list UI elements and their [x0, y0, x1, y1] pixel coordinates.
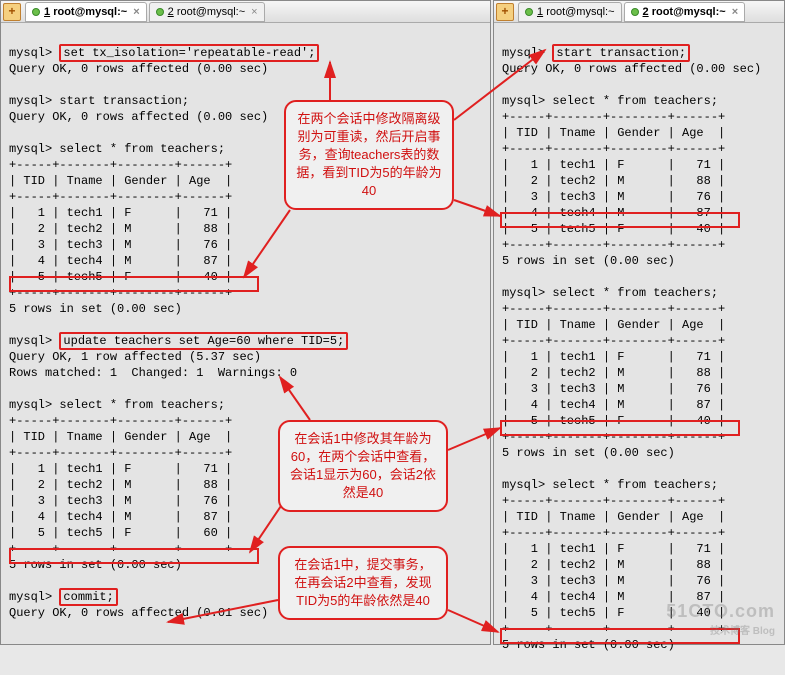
close-icon[interactable]: ×	[732, 6, 738, 18]
table-row: | 1 | tech1 | F | 71 |	[502, 158, 725, 172]
annotation-callout-1: 在两个会话中修改隔离级别为可重读，然后开启事务，查询teachers表的数据，看…	[284, 100, 454, 210]
output-line: mysql> select * from teachers;	[502, 478, 718, 492]
table-row: | 1 | tech1 | F | 71 |	[502, 542, 725, 556]
prompt: mysql>	[9, 334, 59, 348]
tab-bar-right: + 1 root@mysql:~ 2 root@mysql:~ ×	[494, 1, 784, 23]
table-border: +-----+-------+--------+------+	[502, 302, 725, 316]
tab-index: 1	[44, 6, 50, 18]
output-line: mysql> select * from teachers;	[502, 286, 718, 300]
row-highlight	[500, 420, 740, 436]
watermark: 51CTO.com技术博客 Blog	[666, 601, 775, 637]
highlighted-command: commit;	[59, 588, 117, 606]
highlighted-command: start transaction;	[552, 44, 690, 62]
tab-1-right[interactable]: 1 root@mysql:~	[518, 2, 622, 22]
table-row: | 2 | tech2 | M | 88 |	[502, 558, 725, 572]
table-row: | 3 | tech3 | M | 76 |	[502, 190, 725, 204]
table-header: | TID | Tname | Gender | Age |	[9, 430, 232, 444]
annotation-callout-3: 在会话1中，提交事务，在再会话2中查看，发现TID为5的年龄依然是40	[278, 546, 448, 620]
table-border: +-----+-------+--------+------+	[502, 110, 725, 124]
row-highlight	[500, 212, 740, 228]
table-border: +-----+-------+--------+------+	[9, 190, 232, 204]
table-row: | 3 | tech3 | M | 76 |	[9, 494, 232, 508]
status-dot-icon	[32, 8, 40, 16]
table-row: | 2 | tech2 | M | 88 |	[502, 174, 725, 188]
new-tab-button[interactable]: +	[3, 3, 21, 21]
table-border: +-----+-------+--------+------+	[502, 494, 725, 508]
terminal-output-right: mysql> start transaction; Query OK, 0 ro…	[494, 23, 784, 675]
status-dot-icon	[525, 8, 533, 16]
table-header: | TID | Tname | Gender | Age |	[502, 126, 725, 140]
output-line: mysql> select * from teachers;	[9, 142, 225, 156]
row-highlight	[9, 276, 259, 292]
tab-label: root@mysql:~	[177, 6, 245, 18]
table-row: | 2 | tech2 | M | 88 |	[9, 478, 232, 492]
table-border: +-----+-------+--------+------+	[9, 414, 232, 428]
table-header: | TID | Tname | Gender | Age |	[502, 318, 725, 332]
tab-label: root@mysql:~	[546, 6, 614, 18]
tab-index: 2	[643, 6, 649, 18]
output-line: Query OK, 0 rows affected (0.00 sec)	[9, 110, 268, 124]
prompt: mysql>	[9, 46, 59, 60]
status-dot-icon	[631, 8, 639, 16]
output-line: Query OK, 0 rows affected (0.01 sec)	[9, 606, 268, 620]
output-line: mysql> select * from teachers;	[502, 94, 718, 108]
prompt: mysql>	[502, 46, 552, 60]
prompt: mysql>	[9, 590, 59, 604]
output-line: 5 rows in set (0.00 sec)	[502, 254, 675, 268]
tab-2-right[interactable]: 2 root@mysql:~ ×	[624, 2, 746, 22]
table-border: +-----+-------+--------+------+	[502, 334, 725, 348]
table-border: +-----+-------+--------+------+	[502, 142, 725, 156]
output-line: mysql> select * from teachers;	[9, 398, 225, 412]
annotation-callout-2: 在会话1中修改其年龄为60，在两个会话中查看，会话1显示为60，会话2依然是40	[278, 420, 448, 512]
output-line: Rows matched: 1 Changed: 1 Warnings: 0	[9, 366, 297, 380]
table-row: | 3 | tech3 | M | 76 |	[9, 238, 232, 252]
output-line: Query OK, 0 rows affected (0.00 sec)	[502, 62, 761, 76]
highlighted-command: update teachers set Age=60 where TID=5;	[59, 332, 348, 350]
output-line: Query OK, 1 row affected (5.37 sec)	[9, 350, 261, 364]
table-row: | 1 | tech1 | F | 71 |	[9, 206, 232, 220]
table-header: | TID | Tname | Gender | Age |	[502, 510, 725, 524]
table-row: | 3 | tech3 | M | 76 |	[502, 574, 725, 588]
table-header: | TID | Tname | Gender | Age |	[9, 174, 232, 188]
tab-bar-left: + 1 root@mysql:~ × 2 root@mysql:~ ×	[1, 1, 490, 23]
table-row: | 4 | tech4 | M | 87 |	[502, 398, 725, 412]
table-row: | 3 | tech3 | M | 76 |	[502, 382, 725, 396]
output-line: 5 rows in set (0.00 sec)	[9, 302, 182, 316]
terminal-pane-right: + 1 root@mysql:~ 2 root@mysql:~ × mysql> …	[493, 0, 785, 645]
tab-2-left[interactable]: 2 root@mysql:~ ×	[149, 2, 265, 22]
table-row: | 5 | tech5 | F | 60 |	[9, 526, 232, 540]
highlighted-command: set tx_isolation='repeatable-read';	[59, 44, 319, 62]
new-tab-button[interactable]: +	[496, 3, 514, 21]
tab-1-left[interactable]: 1 root@mysql:~ ×	[25, 2, 147, 22]
tab-label: root@mysql:~	[652, 6, 726, 18]
output-line: 5 rows in set (0.00 sec)	[502, 446, 675, 460]
table-border: +-----+-------+--------+------+	[9, 446, 232, 460]
close-icon[interactable]: ×	[133, 6, 139, 18]
status-dot-icon	[156, 8, 164, 16]
table-row: | 2 | tech2 | M | 88 |	[9, 222, 232, 236]
tab-index: 1	[537, 6, 543, 18]
table-border: +-----+-------+--------+------+	[502, 238, 725, 252]
tab-label: root@mysql:~	[53, 6, 127, 18]
table-row: | 4 | tech4 | M | 87 |	[9, 510, 232, 524]
table-row: | 1 | tech1 | F | 71 |	[502, 350, 725, 364]
table-row: | 4 | tech4 | M | 87 |	[9, 254, 232, 268]
row-highlight	[9, 548, 259, 564]
tab-index: 2	[168, 6, 174, 18]
table-border: +-----+-------+--------+------+	[9, 158, 232, 172]
table-row: | 2 | tech2 | M | 88 |	[502, 366, 725, 380]
table-row: | 1 | tech1 | F | 71 |	[9, 462, 232, 476]
table-border: +-----+-------+--------+------+	[502, 526, 725, 540]
output-line: Query OK, 0 rows affected (0.00 sec)	[9, 62, 268, 76]
output-line: mysql> start transaction;	[9, 94, 189, 108]
close-icon[interactable]: ×	[251, 6, 257, 18]
